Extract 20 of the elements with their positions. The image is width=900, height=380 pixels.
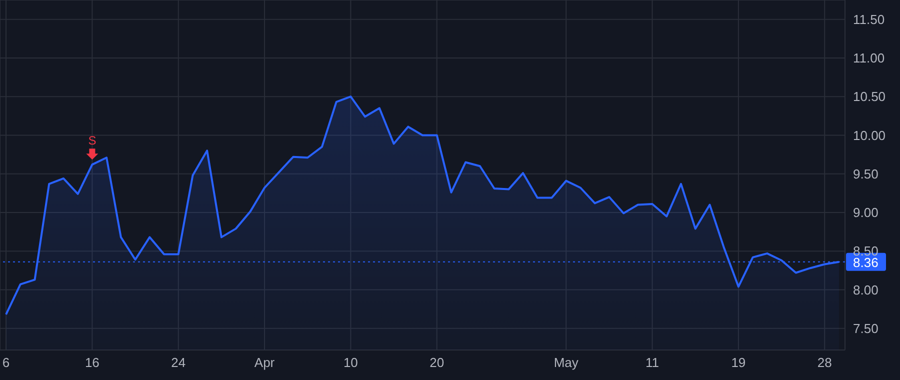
x-tick-label: 11 [646,355,660,370]
x-tick-label: 6 [2,355,10,370]
x-tick-label: 20 [430,355,444,370]
y-tick-label: 8.00 [853,282,878,298]
ref-line-label: 8.36 [853,254,878,270]
y-tick-label: 10.50 [853,89,886,104]
y-tick-label: 11.00 [853,50,885,66]
y-tick-label: 10.00 [853,128,886,143]
annotation: S [88,134,96,148]
x-tick-label: 16 [84,355,100,370]
x-tick-label: Apr [254,355,276,370]
x-tick-label: 19 [731,355,746,370]
y-tick-label: 11.50 [853,12,885,27]
y-tick-label: 7.50 [853,320,878,336]
y-tick-label: 9.50 [853,166,878,182]
x-tick-label: 24 [171,355,186,370]
x-tick-label: May [554,355,579,370]
y-tick-label: 9.00 [853,205,878,220]
x-tick-label: 10 [343,355,358,370]
x-tick-label: 28 [817,355,832,370]
